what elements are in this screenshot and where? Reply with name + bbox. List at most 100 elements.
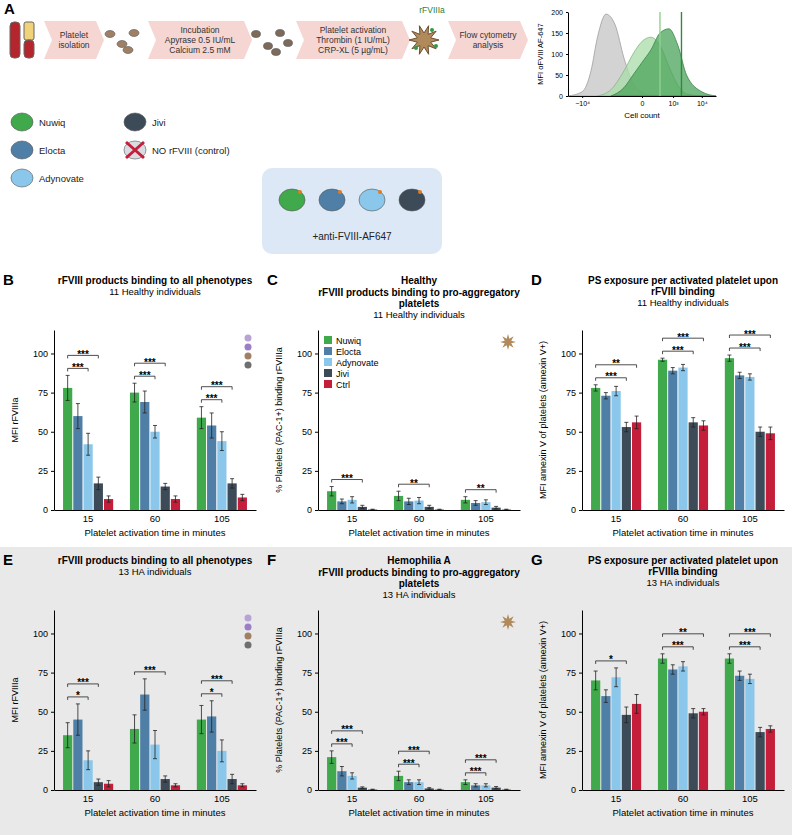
error-bar xyxy=(220,740,224,762)
tick: 0 xyxy=(307,505,318,515)
error-bar xyxy=(340,499,344,504)
tube-icon xyxy=(10,22,20,58)
tick-label: 15 xyxy=(347,513,358,524)
tick-mark xyxy=(51,432,54,433)
product-label: rFVIIIa xyxy=(419,5,445,15)
significance-label: *** xyxy=(211,674,223,685)
error-bar xyxy=(681,662,685,671)
tick-mark xyxy=(673,96,674,98)
bar xyxy=(368,509,377,510)
tick-label: 105 xyxy=(478,793,494,804)
chart-subtitle: 11 Healthy individuals xyxy=(373,309,465,320)
histogram-area xyxy=(611,29,716,96)
error-bar xyxy=(727,355,731,361)
bar-chart: CHealthyrFVIII products binding to pro-a… xyxy=(267,271,521,538)
significance-label: ** xyxy=(612,358,620,369)
activated-platelet-icon xyxy=(409,26,439,55)
platelet-icon xyxy=(117,41,127,48)
y-axis: 050100150200 xyxy=(551,9,568,100)
panel-letter: E xyxy=(3,551,13,568)
significance-label: *** xyxy=(206,393,218,404)
step-box xyxy=(44,21,104,59)
error-bar xyxy=(397,491,401,500)
tick-label: 50 xyxy=(566,707,576,717)
tick-mark xyxy=(51,633,54,634)
x-axis: −10⁴010³10⁴ xyxy=(569,96,717,107)
panel-heading: Hemophilia A xyxy=(387,555,451,566)
significance-label: *** xyxy=(744,329,756,340)
legend-icon xyxy=(11,169,33,187)
tick-label: 60 xyxy=(678,793,689,804)
tick-label: 25 xyxy=(38,746,48,756)
error-bar xyxy=(76,704,80,735)
tick: 100 xyxy=(551,51,568,58)
axis-line xyxy=(55,790,257,791)
tick-label: 100 xyxy=(561,629,576,639)
activated-platelet-icon xyxy=(500,614,516,630)
tick-label: 100 xyxy=(33,349,48,359)
tick-label: 50 xyxy=(38,707,48,717)
legend-label: Nuwiq xyxy=(39,117,65,128)
tick-label: 60 xyxy=(678,513,689,524)
bar xyxy=(612,677,621,790)
tick-label: 50 xyxy=(302,427,312,437)
error-bar xyxy=(107,781,111,787)
step-line: Platelet xyxy=(60,30,89,40)
tick: 15 xyxy=(83,793,94,804)
step-box xyxy=(148,21,252,59)
step-line: Platelet activation xyxy=(320,25,387,35)
figure: APlateletisolationIncubationApyrase 0.5 … xyxy=(0,0,792,835)
antibody-product-icon xyxy=(399,189,425,211)
chart-subtitle: 11 Healthy individuals xyxy=(637,297,729,308)
tick-label: 15 xyxy=(83,793,94,804)
tick-mark xyxy=(315,510,318,511)
tick-mark xyxy=(315,712,318,713)
step-box xyxy=(448,21,528,59)
error-bar xyxy=(230,479,234,488)
tick-label: 105 xyxy=(742,513,758,524)
error-bar xyxy=(173,496,177,502)
tick-label: 60 xyxy=(414,513,425,524)
significance-label: *** xyxy=(144,665,156,676)
tick: 60 xyxy=(414,513,425,524)
bar xyxy=(668,669,677,790)
significance-label: *** xyxy=(677,332,689,343)
error-bar xyxy=(371,509,375,510)
tick-label: 200 xyxy=(551,9,563,16)
legend-label: Ctrl xyxy=(336,380,350,390)
error-bar xyxy=(360,787,364,789)
figure-container: APlateletisolationIncubationApyrase 0.5 … xyxy=(0,0,792,835)
legend: NuwiqEloctaAdynovateJiviCtrl xyxy=(324,336,379,390)
tick: 10⁴ xyxy=(697,96,708,107)
bar xyxy=(591,388,600,510)
error-bar xyxy=(133,715,137,743)
bar xyxy=(678,368,687,510)
tick: 105 xyxy=(478,793,494,804)
significance-label: ** xyxy=(679,627,687,638)
x-axis-title: Platelet activation time in minutes xyxy=(349,527,490,538)
tick-label: 0 xyxy=(307,785,312,795)
x-axis: 1560105 xyxy=(55,511,257,524)
error-bar xyxy=(86,751,90,770)
error-bar xyxy=(240,494,244,500)
tick: 105 xyxy=(214,793,230,804)
platelet-icon xyxy=(129,30,139,37)
y-axis-title: MFI annexin V of platelets (annexin V+) xyxy=(538,341,548,499)
tick: 0 xyxy=(307,785,318,795)
step-label: Plateletisolation xyxy=(58,30,89,50)
bar-chart: FHemophilia ArFVIII products binding to … xyxy=(267,551,521,818)
significance-label: *** xyxy=(403,758,415,769)
x-axis-title: Cell count xyxy=(624,111,660,120)
bar xyxy=(217,441,226,510)
error-bar xyxy=(427,788,431,790)
error-bar xyxy=(143,679,147,710)
tick-mark xyxy=(579,432,582,433)
error-bar xyxy=(153,425,157,438)
error-bar xyxy=(494,787,498,789)
bar xyxy=(63,388,72,510)
x-axis-title: Platelet activation time in minutes xyxy=(613,807,754,818)
tick-label: 105 xyxy=(742,793,758,804)
error-bar xyxy=(691,418,695,427)
error-bar xyxy=(614,386,618,395)
tick-mark xyxy=(579,712,582,713)
